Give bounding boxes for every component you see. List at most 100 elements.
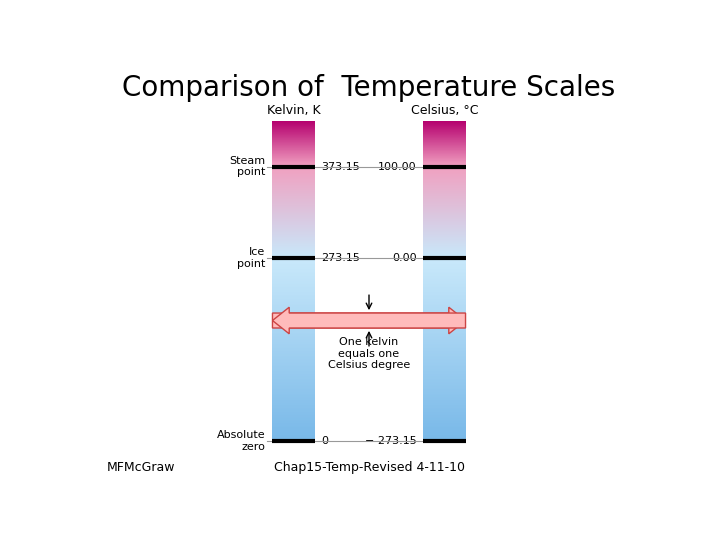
Bar xyxy=(423,188,466,189)
Bar xyxy=(272,362,315,363)
Bar xyxy=(272,194,315,195)
Bar xyxy=(423,420,466,421)
Bar xyxy=(423,390,466,393)
Bar xyxy=(272,187,315,188)
Bar xyxy=(423,135,466,136)
Bar xyxy=(423,281,466,282)
Bar xyxy=(423,433,466,435)
Bar xyxy=(423,336,466,338)
Bar xyxy=(423,216,466,217)
Bar xyxy=(423,187,466,188)
Bar xyxy=(423,236,466,237)
Bar xyxy=(272,191,315,192)
Bar xyxy=(423,285,466,287)
Bar xyxy=(272,305,315,307)
Bar xyxy=(272,161,315,162)
Bar xyxy=(423,161,466,162)
Bar xyxy=(423,329,466,332)
Bar xyxy=(272,234,315,235)
Bar xyxy=(272,175,315,176)
Bar xyxy=(423,401,466,403)
Bar xyxy=(272,207,315,208)
Bar xyxy=(272,241,315,242)
Bar xyxy=(272,328,315,330)
Bar xyxy=(423,166,466,167)
Bar xyxy=(423,128,466,129)
Bar xyxy=(272,213,315,214)
Bar xyxy=(423,183,466,184)
Bar xyxy=(423,204,466,205)
Bar xyxy=(423,318,466,319)
Bar xyxy=(423,226,466,227)
Bar xyxy=(272,339,315,341)
Bar xyxy=(272,259,315,261)
Bar xyxy=(272,217,315,218)
Bar xyxy=(423,209,466,210)
Bar xyxy=(423,181,466,182)
Bar xyxy=(272,256,315,258)
Bar xyxy=(423,144,466,145)
Bar xyxy=(272,132,315,133)
Text: Steam
point: Steam point xyxy=(229,156,265,178)
Bar xyxy=(272,165,315,166)
Bar xyxy=(423,438,466,440)
Bar xyxy=(272,440,315,441)
Bar xyxy=(423,190,466,191)
Bar xyxy=(272,121,315,122)
Bar xyxy=(272,231,315,232)
Bar xyxy=(423,123,466,124)
Bar xyxy=(272,214,315,215)
Bar xyxy=(272,388,315,389)
FancyArrow shape xyxy=(272,307,466,334)
Bar xyxy=(272,223,315,224)
Bar xyxy=(423,423,466,424)
Bar xyxy=(423,302,466,304)
Bar xyxy=(423,245,466,246)
Bar xyxy=(423,296,466,298)
Bar xyxy=(272,185,315,186)
Bar xyxy=(423,247,466,248)
Bar xyxy=(272,314,315,316)
Bar xyxy=(272,163,315,164)
Bar xyxy=(423,185,466,186)
Bar xyxy=(423,168,466,170)
Bar xyxy=(423,149,466,150)
Bar xyxy=(423,207,466,208)
Bar xyxy=(423,406,466,408)
Bar xyxy=(423,176,466,177)
Bar xyxy=(423,246,466,247)
Bar xyxy=(272,275,315,276)
Bar xyxy=(423,152,466,153)
Bar xyxy=(423,301,466,302)
Bar xyxy=(272,301,315,302)
Bar xyxy=(423,215,466,216)
Bar xyxy=(423,166,466,167)
Bar xyxy=(272,325,315,327)
Bar xyxy=(272,214,315,215)
Text: Comparison of  Temperature Scales: Comparison of Temperature Scales xyxy=(122,73,616,102)
Bar xyxy=(272,199,315,200)
Bar xyxy=(423,308,466,310)
Bar xyxy=(272,212,315,213)
Bar xyxy=(423,141,466,142)
Bar xyxy=(423,418,466,420)
Bar xyxy=(272,435,315,436)
Bar xyxy=(272,287,315,289)
Bar xyxy=(272,205,315,206)
Bar xyxy=(423,157,466,158)
Bar xyxy=(423,409,466,410)
Bar xyxy=(423,144,466,145)
Bar xyxy=(272,179,315,180)
Bar xyxy=(272,264,315,266)
Bar xyxy=(423,179,466,180)
Bar xyxy=(272,131,315,132)
Bar xyxy=(272,126,315,127)
Bar xyxy=(272,147,315,148)
Bar xyxy=(423,126,466,127)
Bar xyxy=(423,234,466,235)
Bar xyxy=(423,240,466,241)
Bar xyxy=(423,354,466,356)
Bar xyxy=(423,124,466,125)
Bar xyxy=(423,194,466,195)
Bar xyxy=(423,164,466,165)
